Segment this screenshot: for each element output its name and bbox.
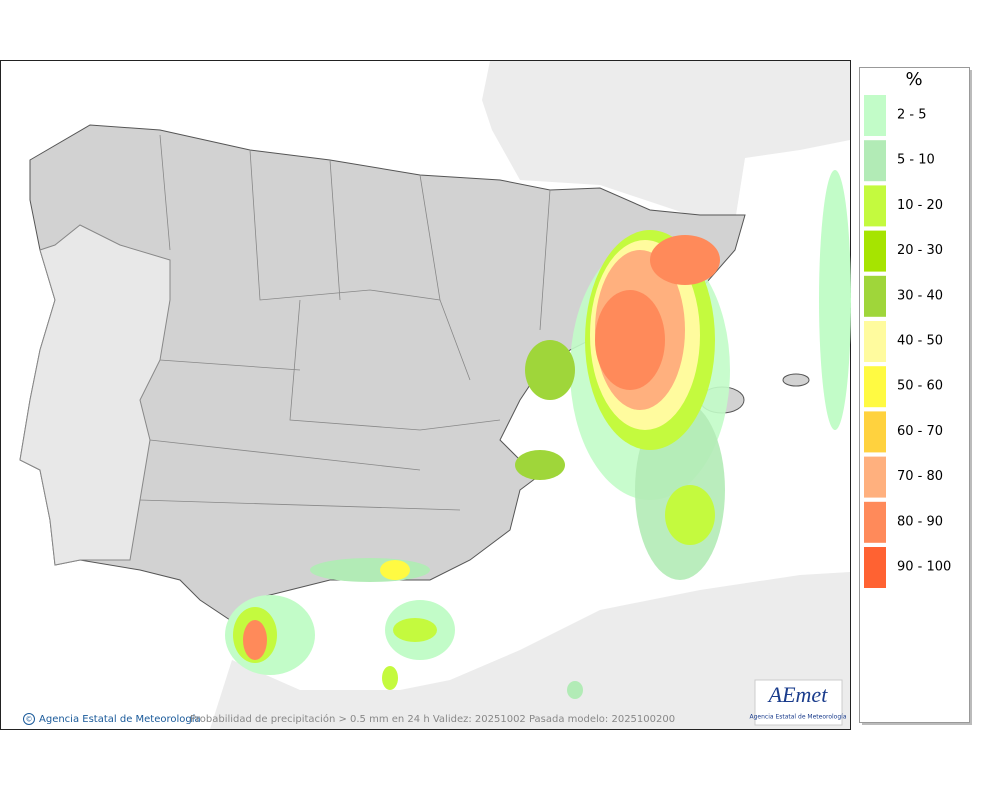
legend-swatch	[864, 501, 886, 543]
legend-label: 70 - 80	[897, 469, 943, 484]
legend: % 2 - 5 5 - 10 10 - 20 20 - 30 30 - 40 40 - 5…	[859, 67, 972, 725]
legend-swatch	[864, 140, 886, 182]
legend-title: %	[905, 69, 922, 90]
legend-swatch	[864, 95, 886, 136]
precipitation	[225, 170, 851, 699]
legend-swatch	[864, 547, 886, 588]
legend-swatch	[864, 185, 886, 227]
legend-swatch	[864, 366, 886, 408]
legend-swatch	[864, 456, 886, 498]
legend-label: 10 - 20	[897, 198, 943, 213]
legend-swatch	[864, 411, 886, 453]
legend-label: 5 - 10	[897, 153, 935, 168]
legend-label: 50 - 60	[897, 379, 943, 394]
legend-label: 40 - 50	[897, 334, 943, 349]
credit: Agencia Estatal de Meteorología	[39, 713, 201, 725]
legend-label: 20 - 30	[897, 243, 943, 258]
legend-label: 90 - 100	[897, 560, 951, 575]
logo-subtitle: Agencia Estatal de Meteorología	[750, 714, 847, 721]
legend-label: 2 - 5	[897, 108, 927, 123]
logo-name: AEmet	[767, 682, 829, 707]
legend-swatch	[864, 275, 886, 317]
copyright: ©	[26, 716, 33, 724]
legend-label: 60 - 70	[897, 424, 943, 439]
legend-label: 80 - 90	[897, 514, 943, 529]
map: © Agencia Estatal de Meteorología Probab…	[0, 60, 851, 730]
legend-swatch	[864, 321, 886, 362]
legend-label: 30 - 40	[897, 288, 943, 303]
caption: Probabilidad de precipitación > 0.5 mm e…	[190, 713, 675, 725]
legend-swatch	[864, 230, 886, 272]
